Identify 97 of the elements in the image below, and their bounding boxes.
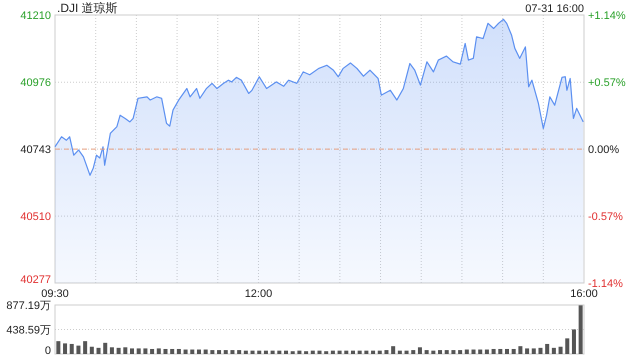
- y-tick-label: 40510: [20, 211, 51, 224]
- bar: [578, 305, 583, 354]
- y2-tick-label: -0.57%: [588, 211, 624, 223]
- bar: [451, 350, 456, 354]
- bar: [224, 350, 228, 354]
- bar: [217, 350, 222, 354]
- bar: [391, 346, 396, 354]
- bar: [464, 350, 469, 354]
- x-tick-label: 09:30: [41, 288, 69, 300]
- bar: [458, 350, 462, 354]
- bar: [130, 348, 134, 354]
- bar: [330, 350, 335, 354]
- y2-tick-label: +0.57%: [588, 77, 626, 89]
- bar: [398, 350, 402, 354]
- bar: [184, 350, 188, 354]
- y2-tick-label: 0.00%: [588, 144, 620, 156]
- bar: [492, 348, 496, 354]
- bar: [478, 350, 482, 354]
- bar: [56, 341, 60, 354]
- bar: [532, 348, 536, 354]
- bar: [150, 348, 154, 354]
- bar: [364, 350, 368, 354]
- bar: [565, 338, 570, 354]
- bar: [498, 348, 502, 354]
- bar: [411, 350, 416, 354]
- bar: [143, 348, 148, 354]
- bar: [196, 350, 201, 354]
- bar: [324, 351, 328, 354]
- bar: [257, 350, 262, 354]
- y-tick-label: 40976: [20, 77, 51, 90]
- bar: [338, 350, 342, 354]
- bar: [350, 350, 355, 354]
- bar: [384, 350, 388, 354]
- bar: [438, 350, 442, 354]
- bar: [378, 350, 382, 354]
- bar: [538, 348, 542, 354]
- bar: [76, 346, 80, 354]
- bar: [472, 350, 476, 354]
- bar: [504, 348, 510, 354]
- bar: [250, 350, 255, 354]
- bar: [418, 347, 422, 354]
- bar: [176, 348, 181, 354]
- chart-title: .DJI 道琼斯: [57, 1, 118, 15]
- bar: [404, 350, 409, 354]
- bar: [116, 348, 121, 354]
- bar: [170, 348, 174, 354]
- bar: [297, 350, 302, 354]
- bar: [70, 344, 74, 354]
- bar: [156, 348, 161, 354]
- bar: [484, 350, 489, 354]
- y2-tick-label: -1.14%: [588, 278, 624, 290]
- bar: [277, 350, 282, 354]
- bar: [290, 351, 295, 354]
- chart-subtitle: 07-31 16:00: [525, 3, 584, 15]
- bar: [512, 348, 516, 354]
- bar: [163, 348, 168, 354]
- bar: [310, 350, 315, 354]
- bar: [518, 346, 522, 354]
- bar: [110, 347, 114, 354]
- bar: [344, 350, 348, 354]
- bar: [270, 350, 275, 354]
- bar: [304, 351, 308, 354]
- bar: [444, 350, 449, 354]
- bar: [371, 350, 376, 354]
- y2-tick-label: +1.14%: [588, 10, 626, 22]
- bar: [545, 344, 550, 354]
- bar: [358, 350, 362, 354]
- bar: [96, 348, 101, 354]
- bar: [237, 350, 242, 354]
- bar: [204, 350, 208, 354]
- bar: [83, 341, 88, 354]
- bar: [424, 350, 429, 354]
- x-tick-label: 16:00: [570, 288, 598, 300]
- bar: [190, 350, 194, 354]
- y-tick-label: 40277: [20, 274, 51, 286]
- bar: [264, 350, 268, 354]
- y-tick-label: 40743: [20, 144, 51, 156]
- bar: [431, 350, 436, 354]
- bar: [572, 329, 576, 354]
- bar: [63, 343, 68, 354]
- y-tick-label: 0: [44, 345, 51, 357]
- bar: [90, 346, 94, 354]
- bar: [244, 350, 248, 354]
- bar: [210, 350, 214, 354]
- bar: [284, 350, 288, 354]
- bar: [552, 348, 556, 354]
- bar: [317, 350, 322, 354]
- bar: [136, 348, 141, 354]
- y-tick-label: 41210: [20, 10, 51, 22]
- y-tick-label: 438.59万: [6, 324, 51, 336]
- bar: [103, 342, 108, 354]
- bar: [230, 350, 234, 354]
- bar: [123, 347, 128, 354]
- bar: [558, 346, 563, 354]
- y-tick-label: 877.19万: [6, 300, 51, 312]
- x-tick-label: 12:00: [244, 288, 272, 300]
- bar: [525, 348, 530, 354]
